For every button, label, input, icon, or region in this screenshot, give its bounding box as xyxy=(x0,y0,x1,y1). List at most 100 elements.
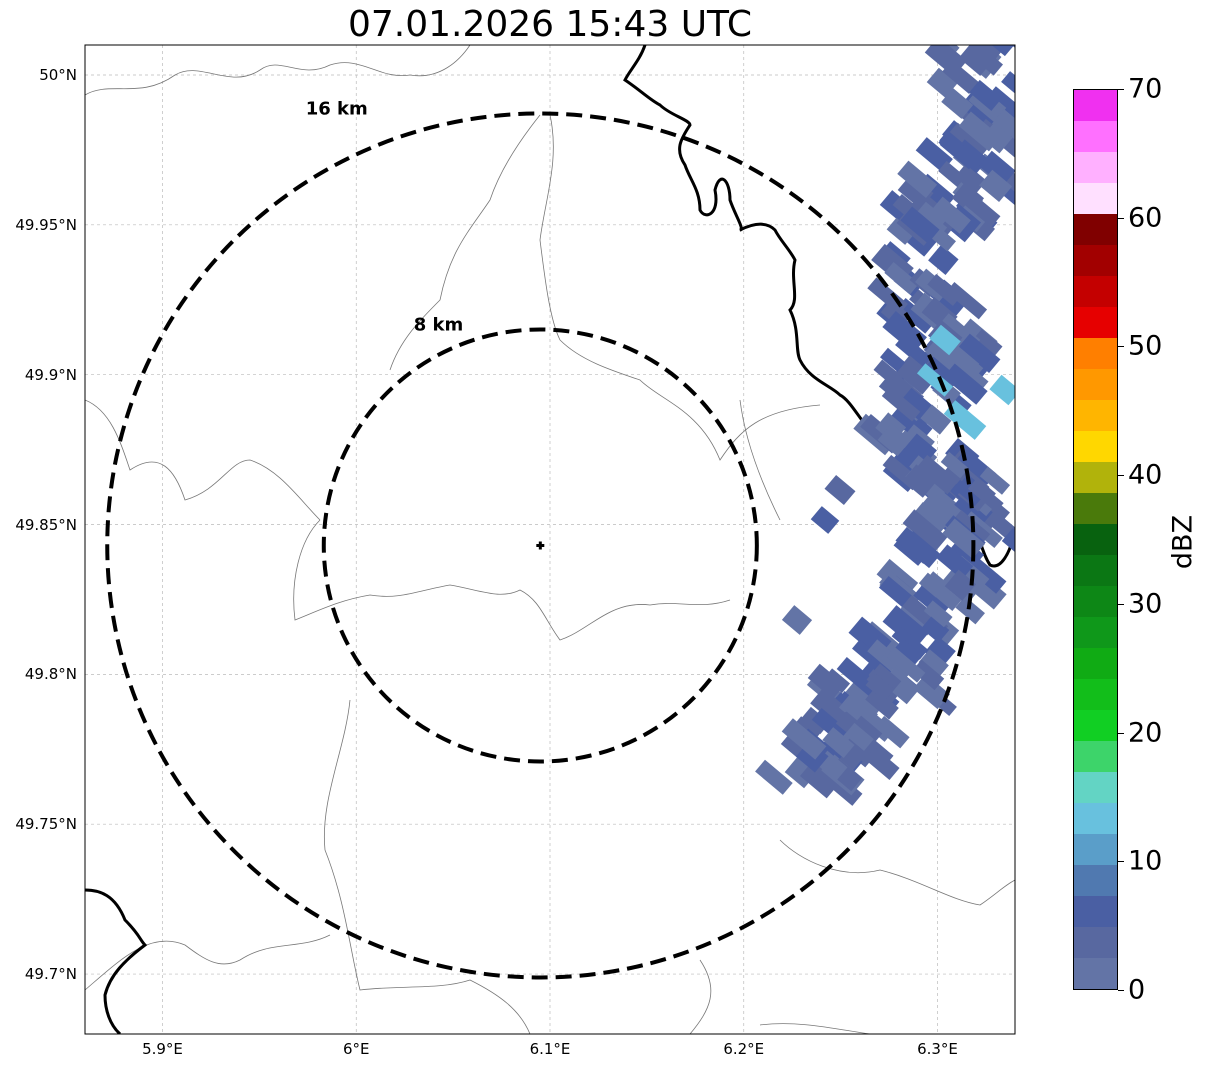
radar-site-marker xyxy=(536,541,545,550)
echo-cell xyxy=(844,722,874,751)
echo-cell xyxy=(978,150,1015,187)
colorbar-segment xyxy=(1074,152,1117,183)
echo-cell xyxy=(966,556,1007,594)
echo-cell xyxy=(781,605,813,635)
colorbar-tick-label: 60 xyxy=(1128,202,1163,234)
echo-cell xyxy=(972,329,1003,358)
echo-cell xyxy=(897,160,938,198)
colorbar-segment xyxy=(1074,710,1117,741)
echo-cell xyxy=(1002,136,1015,163)
echo-cell xyxy=(928,244,959,275)
echo-cell xyxy=(864,747,900,780)
echo-cell xyxy=(895,334,932,369)
echo-cell xyxy=(891,626,929,660)
echo-cell xyxy=(956,191,1001,233)
echo-cell xyxy=(895,526,935,564)
echo-cell xyxy=(926,602,952,628)
echo-cell xyxy=(929,324,961,356)
echo-cell xyxy=(921,615,950,643)
echo-cell xyxy=(781,718,827,760)
colorbar-segment xyxy=(1074,741,1117,772)
colorbar-tick-label: 40 xyxy=(1128,459,1163,491)
colorbar-segment xyxy=(1074,245,1117,276)
echo-cell xyxy=(958,333,1001,373)
echo-cell xyxy=(946,282,988,320)
colorbar-segment xyxy=(1074,369,1117,400)
colorbar-segment xyxy=(1074,121,1117,152)
echo-cell xyxy=(918,649,949,679)
echo-cell xyxy=(911,659,945,691)
echo-cell xyxy=(939,133,979,170)
map-title: 07.01.2026 15:43 UTC xyxy=(347,4,753,45)
colorbar-segment xyxy=(1074,772,1117,803)
echo-cell xyxy=(967,479,1004,513)
echo-cell xyxy=(902,464,937,498)
colorbar-segment xyxy=(1074,927,1117,958)
range-rings xyxy=(105,111,976,980)
echo-cell xyxy=(979,169,1013,203)
echo-cell xyxy=(865,687,899,720)
echo-cell xyxy=(977,45,1014,57)
lat-tick-label: 49.7°N xyxy=(24,965,77,984)
echo-cell xyxy=(900,206,940,244)
echo-cell xyxy=(822,727,855,758)
echo-cell xyxy=(799,759,841,799)
echo-cell xyxy=(882,605,930,649)
echo-cell xyxy=(927,273,962,306)
colorbar-tick-mark xyxy=(1118,990,1124,991)
echo-cell xyxy=(967,45,1003,76)
lat-tick-label: 50°N xyxy=(39,65,77,84)
radar-echoes xyxy=(755,45,1015,806)
lat-tick-label: 49.9°N xyxy=(24,365,77,384)
echo-cell xyxy=(1001,45,1015,60)
echo-cell xyxy=(1001,528,1015,557)
echo-cell xyxy=(920,404,952,435)
colorbar-segment xyxy=(1074,493,1117,524)
range-ring xyxy=(321,327,759,764)
echo-cell xyxy=(929,580,962,611)
colorbar-tick-label: 50 xyxy=(1128,330,1163,362)
echo-cell xyxy=(810,506,840,534)
lon-tick-label: 6.3°E xyxy=(917,1040,958,1058)
colorbar-segment xyxy=(1074,896,1117,927)
colorbar-tick-mark xyxy=(1118,217,1124,219)
echo-cell xyxy=(955,596,985,625)
colorbar-tick-label: 30 xyxy=(1128,588,1163,620)
echo-cell xyxy=(926,67,958,98)
echo-cell xyxy=(911,502,949,537)
colorbar-segment xyxy=(1074,431,1117,462)
echo-cell xyxy=(931,196,971,234)
lon-tick-label: 6°E xyxy=(342,1040,370,1058)
lon-tick-label: 5.9°E xyxy=(142,1040,183,1058)
colorbar-tick-mark xyxy=(1118,475,1124,477)
colorbar-tick-mark xyxy=(1118,346,1124,348)
echo-cell xyxy=(989,374,1015,406)
echo-cell xyxy=(944,569,977,602)
echo-cell xyxy=(865,673,895,702)
echo-cell xyxy=(884,262,920,295)
colorbar-segment xyxy=(1074,834,1117,865)
echo-cell xyxy=(958,111,1002,152)
echo-cell xyxy=(916,454,959,495)
colorbar-segment xyxy=(1074,648,1117,679)
echo-cell xyxy=(958,45,1002,65)
echo-cell xyxy=(937,45,965,46)
echo-cell xyxy=(824,474,856,506)
colorbar-segment xyxy=(1074,214,1117,245)
colorbar-segment xyxy=(1074,90,1117,121)
colorbar-tick-label: 10 xyxy=(1128,845,1163,877)
echo-cell xyxy=(920,491,956,525)
echo-cell xyxy=(941,87,974,119)
echo-cell xyxy=(943,363,988,405)
lat-tick-label: 49.95°N xyxy=(15,215,77,234)
echo-cell xyxy=(924,45,967,77)
echo-cell xyxy=(940,451,969,479)
echo-cell xyxy=(915,137,953,173)
lat-tick-label: 49.8°N xyxy=(24,665,77,684)
echo-cell xyxy=(894,638,923,666)
echo-cell xyxy=(979,466,1011,495)
echo-cell xyxy=(895,355,937,395)
echo-cell xyxy=(902,509,948,552)
echo-cell xyxy=(866,714,895,742)
echo-cell xyxy=(882,311,927,354)
